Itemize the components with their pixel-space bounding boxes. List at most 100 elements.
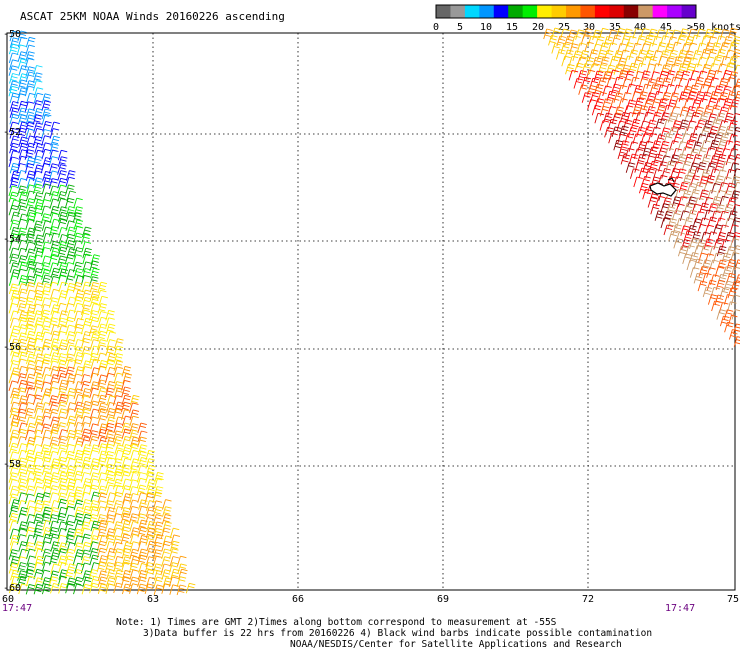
wind-barb bbox=[729, 99, 740, 110]
wind-barb bbox=[679, 28, 689, 39]
wind-barb bbox=[50, 311, 60, 322]
wind-barb bbox=[106, 331, 117, 342]
wind-barb bbox=[33, 192, 44, 203]
wind-barb bbox=[145, 506, 156, 518]
wind-barb bbox=[727, 210, 738, 221]
wind-barb bbox=[89, 290, 100, 302]
wind-barb bbox=[114, 401, 124, 413]
wind-barb bbox=[16, 416, 27, 428]
wind-barb bbox=[712, 134, 723, 145]
wind-barb bbox=[73, 542, 84, 553]
wind-barb bbox=[50, 338, 60, 349]
wind-barb bbox=[10, 414, 21, 426]
wind-barb bbox=[716, 48, 726, 60]
wind-barb bbox=[26, 178, 37, 189]
wind-barb bbox=[33, 295, 44, 307]
wind-barb bbox=[80, 491, 91, 503]
wind-barb bbox=[694, 76, 704, 88]
wind-barb bbox=[712, 252, 723, 264]
wind-barb bbox=[647, 197, 658, 208]
wind-barb bbox=[32, 135, 43, 147]
wind-barb bbox=[8, 156, 19, 168]
wind-barb bbox=[734, 259, 740, 270]
wind-barb bbox=[26, 337, 36, 349]
wind-barb bbox=[137, 444, 148, 455]
wind-barb bbox=[49, 374, 60, 385]
wind-barb bbox=[617, 133, 627, 145]
wind-barb bbox=[640, 56, 651, 67]
wind-barb bbox=[129, 583, 139, 594]
wind-barb bbox=[696, 161, 707, 173]
wind-barb bbox=[153, 486, 164, 497]
wind-barb bbox=[16, 296, 27, 308]
wind-barb bbox=[695, 91, 705, 102]
wind-barb bbox=[89, 310, 99, 321]
wind-barb bbox=[8, 121, 19, 133]
wind-barb bbox=[48, 281, 59, 293]
wind-barb bbox=[669, 154, 680, 165]
wind-barb bbox=[700, 169, 711, 180]
wind-barb bbox=[80, 304, 91, 316]
wind-barb bbox=[726, 197, 737, 208]
wind-barb bbox=[723, 309, 734, 320]
wind-barb bbox=[129, 493, 139, 504]
wind-barb bbox=[57, 325, 68, 336]
wind-barb bbox=[25, 456, 35, 468]
wind-barb bbox=[121, 583, 132, 595]
wind-barb bbox=[9, 92, 20, 104]
wind-barb bbox=[137, 505, 148, 517]
wind-barb bbox=[692, 125, 703, 137]
wind-barb bbox=[41, 366, 52, 378]
wind-barb bbox=[626, 99, 636, 111]
wind-barb bbox=[64, 197, 75, 209]
wind-barb bbox=[32, 183, 43, 195]
wind-barb bbox=[80, 562, 91, 574]
lat-label-60: -60 bbox=[3, 583, 21, 594]
wind-barb bbox=[707, 97, 717, 109]
wind-barb bbox=[81, 583, 92, 595]
wind-barb bbox=[64, 253, 75, 265]
lat-label-52: -52 bbox=[3, 127, 21, 138]
wind-barb bbox=[25, 198, 36, 209]
wind-barb bbox=[72, 254, 83, 265]
wind-barb bbox=[603, 36, 614, 47]
wind-barb bbox=[97, 394, 108, 406]
wind-barb bbox=[715, 112, 726, 123]
wind-barb bbox=[697, 280, 708, 292]
wind-barb bbox=[8, 372, 19, 384]
wind-barb bbox=[715, 217, 726, 229]
wind-barb bbox=[703, 196, 714, 208]
wind-barb bbox=[66, 344, 76, 356]
wind-barb bbox=[708, 125, 719, 137]
wind-barb bbox=[17, 379, 28, 391]
wind-barb bbox=[17, 436, 27, 447]
wind-barb bbox=[104, 359, 115, 371]
wind-barb bbox=[97, 311, 107, 322]
wind-barb bbox=[17, 233, 28, 244]
wind-barb bbox=[715, 189, 726, 201]
wind-barb bbox=[638, 105, 649, 116]
wind-barb bbox=[556, 35, 567, 47]
wind-barb bbox=[120, 507, 131, 518]
wind-barb bbox=[81, 499, 92, 510]
wind-barb bbox=[97, 415, 107, 426]
wind-barb bbox=[17, 58, 28, 69]
wind-barb bbox=[694, 106, 704, 118]
wind-barb bbox=[629, 168, 640, 179]
wind-barb bbox=[24, 324, 35, 336]
wind-barb bbox=[112, 491, 123, 503]
wind-barb bbox=[682, 174, 693, 186]
wind-barb bbox=[707, 294, 718, 305]
wind-barb bbox=[689, 252, 699, 263]
wind-barb bbox=[681, 189, 692, 201]
wind-barb bbox=[34, 247, 44, 259]
wind-barb bbox=[672, 148, 683, 159]
wind-barb bbox=[689, 148, 699, 159]
wind-barb bbox=[33, 262, 43, 273]
wind-barb bbox=[66, 387, 76, 399]
legend-label-0: 0 bbox=[433, 22, 439, 33]
wind-barb bbox=[49, 554, 59, 566]
wind-barb bbox=[25, 478, 36, 489]
wind-barb bbox=[40, 436, 51, 448]
wind-barb bbox=[594, 83, 604, 95]
